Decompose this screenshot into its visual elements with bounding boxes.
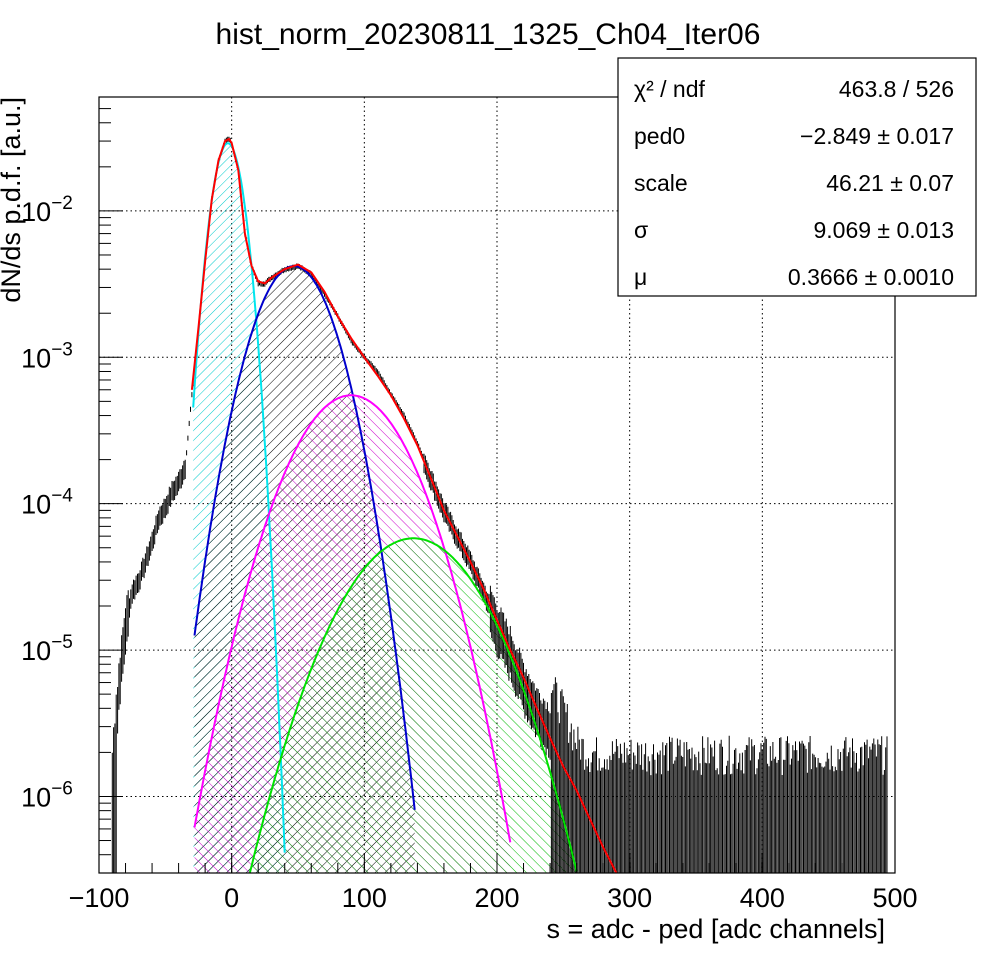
y-axis-label: dN/ds p.d.f. [a.u.] — [0, 97, 26, 303]
x-tick-label: 500 — [872, 883, 917, 913]
component-curve-green — [248, 537, 578, 873]
x-tick-label: 300 — [607, 883, 652, 913]
component-fill-green — [244, 538, 577, 873]
stat-label: σ — [634, 217, 648, 243]
stat-value: 0.3666 ± 0.0010 — [788, 264, 954, 290]
x-axis: −100 0 100 200 300 400 500 — [69, 853, 918, 913]
fit-total-curve — [190, 137, 618, 873]
stat-value: 9.069 ± 0.013 — [813, 217, 954, 243]
stat-label: μ — [634, 264, 647, 290]
stat-value: 46.21 ± 0.07 — [826, 170, 954, 196]
stat-label: ped0 — [634, 123, 685, 149]
y-tick-label: 10−4 — [21, 486, 73, 520]
y-tick-label: 10−2 — [21, 193, 73, 227]
x-tick-label: 100 — [342, 883, 387, 913]
component-fills — [193, 143, 577, 873]
stat-label: scale — [634, 170, 688, 196]
stat-value: 463.8 / 526 — [839, 76, 954, 102]
x-axis-label: s = adc - ped [adc channels] — [547, 914, 885, 944]
fit-curves — [190, 137, 618, 873]
x-tick-label: 0 — [224, 883, 239, 913]
component-curve-magenta — [193, 394, 512, 843]
stat-label: χ² / ndf — [634, 76, 705, 102]
y-tick-label: 10−5 — [21, 632, 73, 666]
y-tick-label: 10−6 — [21, 778, 73, 812]
x-tick-label: 200 — [474, 883, 519, 913]
component-curve-black — [193, 265, 416, 811]
stat-value: −2.849 ± 0.017 — [800, 123, 954, 149]
y-tick-label: 10−3 — [21, 339, 73, 373]
fit-stats-box: χ² / ndf 463.8 / 526 ped0 −2.849 ± 0.017 sca… — [617, 57, 977, 297]
y-axis: 10−6 10−5 10−4 10−3 10−2 — [21, 96, 123, 874]
x-tick-label: −100 — [69, 883, 130, 913]
chart-title: hist_norm_20230811_1325_Ch04_Iter06 — [216, 18, 761, 51]
x-tick-label: 400 — [740, 883, 785, 913]
